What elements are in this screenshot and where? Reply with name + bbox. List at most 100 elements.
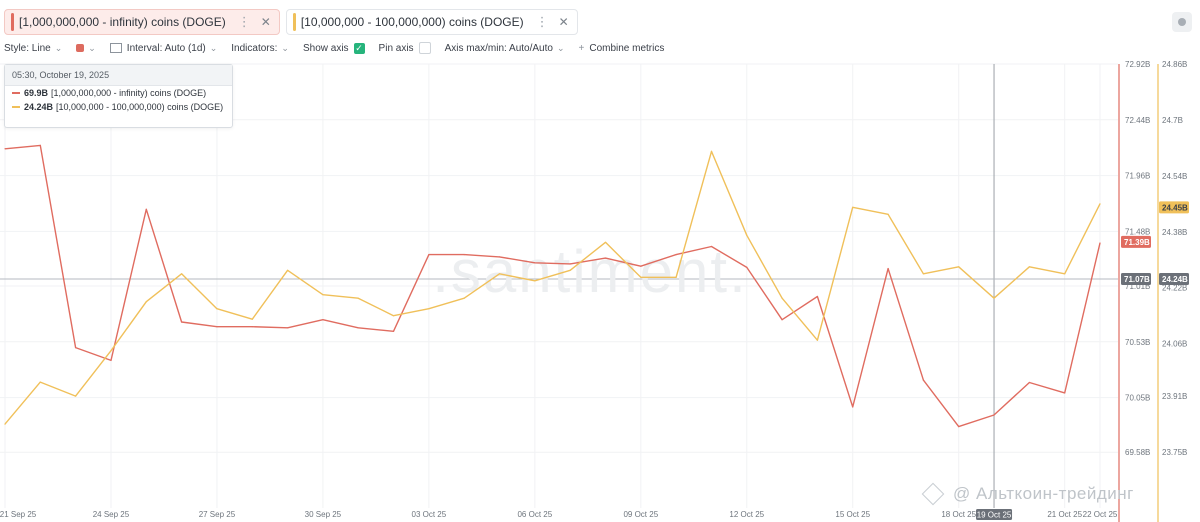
data-point-2 (746, 234, 748, 236)
data-point-1 (640, 265, 642, 267)
x-axis-tick-label: 18 Oct 25 (941, 510, 976, 519)
x-axis-tick-label: 21 Oct 25 (1047, 510, 1082, 519)
right-current-badge-bg (1159, 201, 1189, 214)
close-icon[interactable]: ✕ (558, 15, 569, 29)
data-point-1 (710, 245, 713, 248)
tooltip-date: 05:30, October 19, 2025 (5, 65, 232, 86)
metric-tab-label: [1,000,000,000 - infinity) coins (DOGE) (19, 15, 226, 29)
data-point-1 (816, 295, 819, 298)
data-point-2 (534, 280, 536, 282)
interval-label: Interval: Auto (1d) (126, 42, 206, 54)
watermark-brand: .santiment. (432, 238, 747, 305)
show-axis-toggle[interactable]: Show axis ✓ (302, 42, 365, 54)
right-axis-tick-label: 24.7B (1162, 116, 1183, 125)
left-current-badge-bg (1121, 235, 1151, 248)
metric-tab-large-holders[interactable]: [1,000,000,000 - infinity) coins (DOGE) … (4, 9, 280, 35)
right-axis-tick-label: 24.06B (1162, 340, 1187, 349)
data-point-1 (75, 347, 77, 349)
right-axis-tick-label: 24.86B (1162, 60, 1187, 69)
right-axis-tick-label: 24.38B (1162, 228, 1187, 237)
data-point-2 (4, 423, 6, 425)
right-axis-tick-label: 23.75B (1162, 448, 1187, 457)
axis-maxmin-dropdown[interactable]: Axis max/min: Auto/Auto ⌄ (445, 43, 565, 54)
pin-axis-toggle[interactable]: Pin axis (379, 42, 431, 54)
data-point-1 (1064, 392, 1066, 394)
left-axis-tick-label: 72.44B (1125, 116, 1150, 125)
data-point-2 (75, 395, 77, 397)
data-point-2 (640, 276, 642, 278)
tooltip-value: 24.24B (24, 102, 54, 112)
series-line-1 (4, 144, 1101, 428)
data-point-2 (1064, 273, 1066, 275)
metric-color-swatch (292, 13, 296, 31)
left-axis-tick-label: 71.48B (1125, 227, 1150, 236)
checkbox-checked-icon[interactable]: ✓ (353, 42, 365, 54)
legend-marker (12, 92, 20, 94)
data-point-2 (357, 297, 359, 299)
data-point-1 (498, 256, 501, 258)
tooltip-label: [10,000,000 - 100,000,000) coins (DOGE) (56, 102, 224, 112)
style-label: Style: Line (4, 42, 51, 54)
diamond-logo-icon (921, 482, 945, 506)
right-axis-tick-label: 23.91B (1162, 392, 1187, 401)
data-point-2 (781, 297, 783, 299)
channel-watermark: @ Альткоин-трейдинг (921, 482, 1134, 506)
close-icon[interactable]: ✕ (260, 15, 271, 29)
chevron-down-icon: ⌄ (281, 42, 289, 53)
data-point-1 (39, 144, 41, 146)
x-axis-tick-label: 21 Sep 25 (0, 510, 37, 519)
data-point-1 (251, 326, 253, 328)
x-axis-tick-label: 06 Oct 25 (517, 510, 552, 519)
tooltip-row-large-holders: 69.9B [1,000,000,000 - infinity) coins (… (5, 86, 232, 100)
metric-tabs: [1,000,000,000 - infinity) coins (DOGE) … (4, 9, 578, 35)
data-point-2 (816, 339, 819, 341)
chart-axes: 72.92B 72.44B 71.96B 71.48B 71.01B 70.53B 70.0… (1118, 60, 1189, 522)
show-axis-label: Show axis (302, 42, 349, 54)
legend-marker (12, 106, 20, 108)
style-dropdown[interactable]: Style: Line ⌄ (4, 43, 62, 54)
data-point-1 (145, 208, 147, 210)
settings-button[interactable] (1172, 12, 1192, 32)
combine-metrics-button[interactable]: + Combine metrics (579, 43, 665, 54)
data-point-2 (181, 273, 183, 275)
more-options-icon[interactable]: ⋮ (237, 14, 251, 29)
indicators-dropdown[interactable]: Indicators: ⌄ (231, 43, 289, 54)
data-point-1 (357, 327, 359, 329)
left-axis-tick-label: 72.92B (1125, 60, 1150, 69)
x-axis: 21 Sep 25 24 Sep 25 27 Sep 25 30 Sep 25 03 O… (0, 509, 1118, 520)
x-axis-tick-label: 22 Oct 25 (1083, 510, 1118, 519)
left-axis-tick-label: 70.05B (1125, 394, 1150, 403)
x-axis-tick-label: 15 Oct 25 (835, 510, 870, 519)
right-current-badge: 24.45B (1162, 203, 1188, 212)
data-point-1 (569, 263, 571, 265)
data-point-2 (39, 381, 41, 383)
color-picker[interactable]: ⌄ (76, 43, 96, 54)
x-axis-tick-label: 30 Sep 25 (305, 510, 342, 519)
data-point-2 (216, 308, 218, 310)
metric-tab-mid-holders[interactable]: [10,000,000 - 100,000,000) coins (DOGE) … (285, 9, 578, 35)
left-crosshair-badge: 71.07B (1124, 275, 1150, 284)
data-point-2 (1028, 266, 1030, 268)
interval-dropdown[interactable]: Interval: Auto (1d) ⌄ (109, 42, 217, 54)
x-axis-tick-label: 09 Oct 25 (623, 510, 658, 519)
data-point-1 (287, 327, 289, 329)
data-point-2 (922, 273, 925, 275)
data-point-1 (110, 359, 112, 361)
data-point-2 (110, 350, 112, 352)
more-options-icon[interactable]: ⋮ (535, 14, 549, 29)
data-point-1 (322, 319, 324, 321)
data-point-1 (675, 254, 677, 256)
data-point-1 (1099, 242, 1101, 244)
data-point-2 (569, 269, 571, 271)
x-crosshair-badge-bg (976, 509, 1013, 520)
left-current-badge: 71.39B (1124, 238, 1150, 247)
data-point-2 (428, 308, 430, 310)
data-point-2 (392, 315, 395, 317)
data-point-1 (604, 257, 607, 259)
data-point-2 (287, 269, 289, 271)
metric-tab-label: [10,000,000 - 100,000,000) coins (DOGE) (300, 15, 524, 29)
checkbox-unchecked-icon[interactable] (418, 42, 431, 54)
x-crosshair-badge: 19 Oct 25 (977, 511, 1012, 520)
data-point-1 (781, 319, 783, 321)
